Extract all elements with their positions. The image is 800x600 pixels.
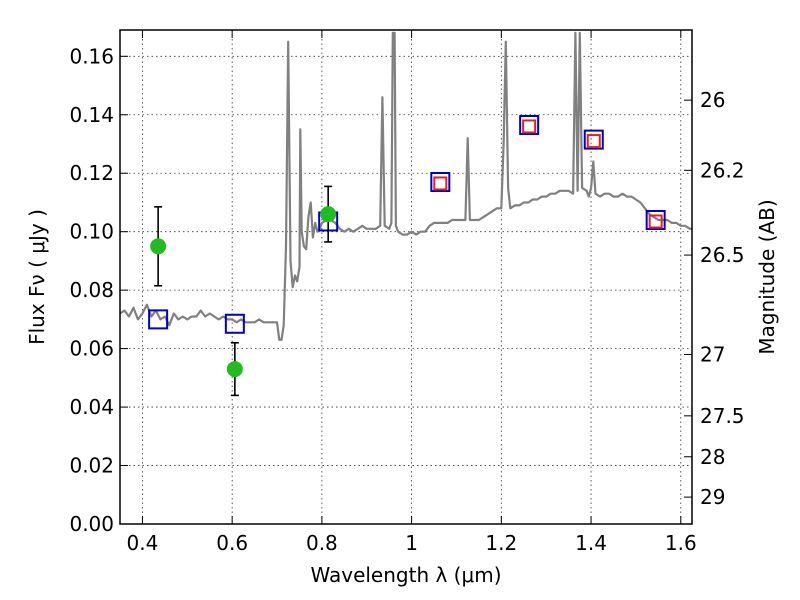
tick-labels: 0.4 0.6 0.8 1 1.2 1.4 1.6 0.00 0.02 0.04 0.06 0.08 0…	[69, 44, 744, 555]
y-tick-label: 0.00	[69, 512, 114, 536]
x-tick-label: 1.4	[575, 531, 607, 555]
y-tick-label: 0.02	[69, 454, 114, 478]
x-tick-label: 0.6	[216, 531, 248, 555]
y-tick-label: 0.04	[69, 395, 114, 419]
x-axis-title: Wavelength λ (μm)	[310, 563, 501, 587]
right-tick-label: 26.2	[700, 158, 745, 182]
spectrum-layer	[120, 31, 692, 341]
model-point-blue	[583, 129, 604, 150]
right-tick-label: 27	[700, 342, 725, 366]
model-point-red	[648, 214, 663, 229]
right-tick-label: 28	[700, 445, 725, 469]
right-tick-label: 27.5	[700, 404, 745, 428]
spectrum-line	[120, 31, 692, 341]
right-tick-label: 26	[700, 88, 725, 112]
model-point-blue	[148, 309, 169, 330]
right-tick-label: 29	[700, 485, 725, 509]
y-tick-label: 0.06	[69, 337, 114, 361]
model-point-blue	[519, 115, 540, 135]
x-tick-label: 1.2	[485, 531, 517, 555]
y-tick-label: 0.08	[69, 278, 114, 302]
ticks	[120, 30, 692, 525]
observed-point	[226, 361, 243, 378]
y-axis-title: Flux Fν ( μJy )	[25, 209, 49, 345]
x-tick-label: 1	[405, 531, 418, 555]
model-point-blue	[430, 172, 451, 192]
right-axis-title: Magnitude (AB)	[755, 199, 779, 354]
model-point-red	[433, 176, 448, 191]
x-tick-label: 0.4	[127, 531, 159, 555]
marker-layer	[148, 115, 666, 397]
model-point-red	[586, 134, 601, 149]
right-tick-label: 26.5	[700, 243, 745, 267]
model-point-blue	[224, 313, 245, 334]
y-tick-label: 0.14	[69, 103, 114, 127]
y-tick-label: 0.16	[69, 44, 114, 68]
grid	[120, 30, 692, 525]
y-tick-label: 0.12	[69, 161, 114, 185]
observed-point	[320, 206, 337, 223]
observed-point	[150, 238, 167, 255]
plot-frame	[119, 29, 693, 525]
y-tick-label: 0.10	[69, 220, 114, 244]
x-tick-label: 1.6	[665, 531, 697, 555]
model-point-blue	[645, 210, 666, 230]
x-tick-label: 0.8	[306, 531, 338, 555]
model-point-red	[522, 119, 537, 134]
